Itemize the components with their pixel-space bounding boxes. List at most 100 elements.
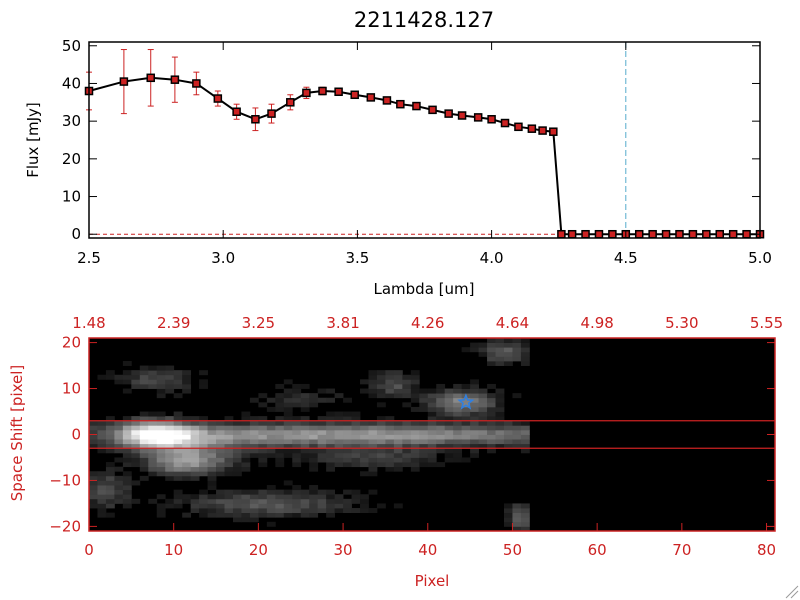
image-pixel [326, 411, 336, 417]
image-pixel [182, 374, 192, 380]
image-pixel [131, 434, 141, 440]
image-pixel [89, 503, 98, 509]
image-pixel [156, 471, 166, 477]
image-pixel [216, 503, 225, 509]
image-pixel [275, 494, 285, 500]
image-pixel [360, 434, 369, 440]
image-pixel [97, 434, 107, 440]
image-pixel [216, 494, 225, 500]
spectrum-y-ticks: 0 10 20 30 40 50 [62, 37, 760, 243]
image-pixel [368, 489, 378, 495]
image-pixel [376, 434, 386, 440]
image-pixel [165, 462, 175, 468]
image-pixel [148, 370, 158, 376]
image-pixel [326, 420, 336, 426]
image-pixel [385, 416, 395, 422]
image-pixel [131, 498, 141, 504]
image-y-ticks: −20 −10 0 10 20 [49, 334, 775, 535]
image-pixel [512, 443, 522, 449]
image-pixel [309, 503, 319, 509]
image-y-label: Space Shift [pixel] [8, 365, 26, 502]
image-pixel [156, 508, 166, 514]
image-pixel [173, 374, 183, 380]
image-pixel [224, 452, 234, 458]
image-pixel [461, 383, 471, 389]
image-pixel [376, 452, 386, 458]
image-pixel [165, 475, 175, 481]
image-pixel [419, 452, 429, 458]
image-pixel [241, 466, 251, 472]
image-pixel [114, 443, 124, 449]
image-pixel [199, 416, 208, 422]
image-pixel [520, 429, 530, 435]
image-pixel [326, 452, 336, 458]
data-point [286, 98, 295, 107]
image-pixel [461, 443, 471, 449]
image-pixel [207, 434, 217, 440]
image-pixel [249, 508, 259, 514]
image-pixel [368, 457, 378, 463]
image-pixel [258, 448, 268, 454]
image-pixel [470, 416, 479, 422]
image-pixel [105, 416, 115, 422]
image-pixel [436, 462, 446, 468]
image-pixel [402, 448, 412, 454]
image-pixel [402, 402, 412, 408]
image-pixel [148, 425, 158, 431]
image-pixel [283, 406, 293, 412]
image-pixel [300, 402, 310, 408]
image-pixel [461, 411, 471, 417]
image-pixel [139, 429, 149, 435]
spectrum-y-label: Flux [mJy] [24, 102, 42, 178]
image-pixel [165, 448, 175, 454]
image-pixel [275, 393, 285, 399]
image-pixel [520, 521, 530, 527]
image-pixel [156, 393, 166, 399]
image-pixel [275, 508, 285, 514]
image-pixel [461, 457, 471, 463]
image-pixel [275, 402, 285, 408]
image-pixel [393, 439, 403, 445]
spectrum-x-label: Lambda [um] [374, 280, 475, 298]
image-pixel [156, 379, 166, 385]
image-pixel [216, 471, 225, 477]
image-pixel [343, 397, 352, 403]
image-pixel [503, 420, 513, 426]
image-pixel [427, 416, 437, 422]
x-tick-label: 30 [334, 541, 353, 559]
image-pixel [216, 425, 225, 431]
image-pixel [495, 397, 505, 403]
image-pixel [249, 434, 259, 440]
image-pixel [436, 383, 446, 389]
image-pixel [173, 503, 183, 509]
image-pixel [461, 347, 471, 353]
image-pixel [148, 379, 158, 385]
image-pixel [199, 434, 208, 440]
image-pixel [351, 416, 361, 422]
image-pixel [410, 443, 420, 449]
image-pixel [249, 439, 259, 445]
image-pixel [436, 425, 446, 431]
image-pixel [156, 370, 166, 376]
image-pixel [427, 402, 437, 408]
image-pixel [199, 457, 208, 463]
image-pixel [520, 439, 530, 445]
image-pixel [436, 411, 446, 417]
image-pixel [512, 503, 522, 509]
image-pixel [266, 508, 276, 514]
image-pixel [173, 379, 183, 385]
image-pixel [461, 388, 471, 394]
image-pixel [275, 503, 285, 509]
image-pixel [122, 457, 132, 463]
data-point [581, 229, 590, 239]
image-pixel [410, 434, 420, 440]
image-pixel [139, 411, 149, 417]
image-pixel [436, 434, 446, 440]
x-tick-label: 4.5 [614, 249, 638, 267]
image-pixel [360, 471, 369, 477]
image-pixel [139, 383, 149, 389]
image-pixel [156, 457, 166, 463]
resize-grip-icon[interactable] [785, 585, 799, 599]
image-pixel [427, 439, 437, 445]
